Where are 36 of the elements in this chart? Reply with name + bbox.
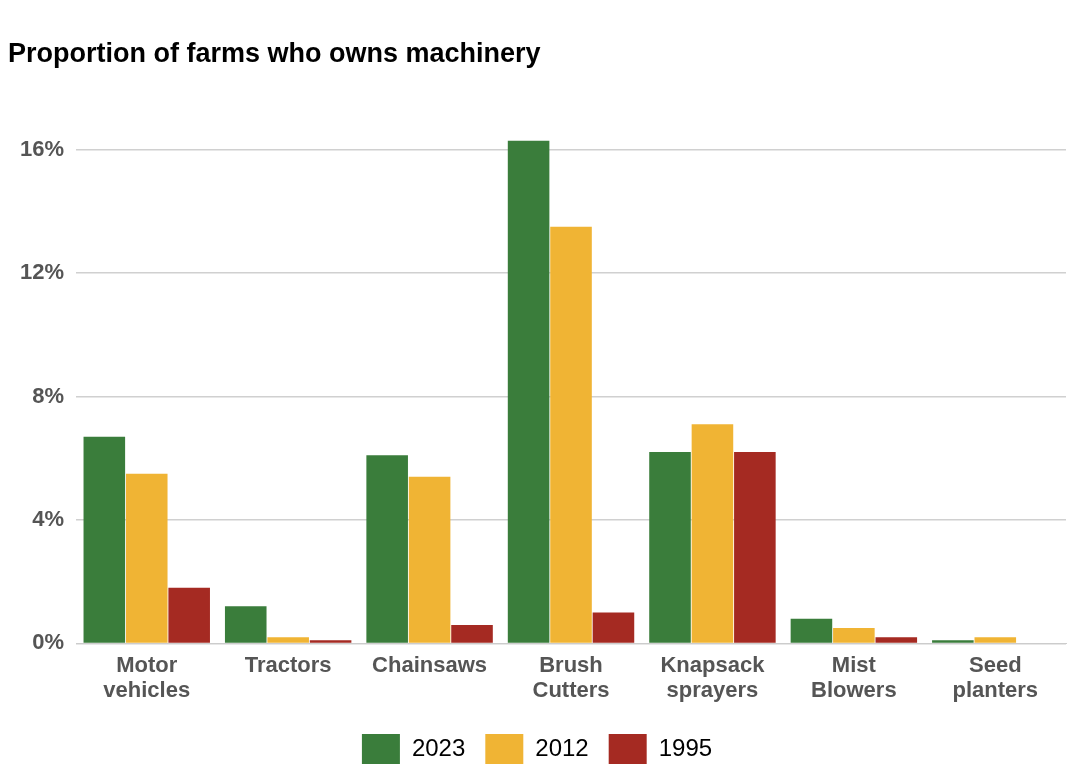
x-tick-label: Chainsaws bbox=[372, 652, 488, 678]
bar bbox=[267, 637, 309, 643]
x-tick-label: Mist Blowers bbox=[811, 652, 897, 703]
y-tick-label: 12% bbox=[19, 259, 65, 285]
bar bbox=[592, 612, 635, 643]
bar bbox=[833, 627, 875, 643]
bar bbox=[125, 473, 168, 643]
bar bbox=[451, 624, 493, 643]
bar bbox=[550, 226, 592, 643]
x-tick-label: Motor vehicles bbox=[103, 652, 191, 703]
legend-label: 2012 bbox=[535, 733, 589, 761]
bar bbox=[974, 637, 1017, 643]
bar bbox=[83, 436, 126, 643]
bar bbox=[691, 424, 734, 643]
x-tick-label: Tractors bbox=[244, 652, 332, 678]
bar bbox=[507, 140, 550, 643]
bar bbox=[649, 452, 691, 643]
y-tick-label: 0% bbox=[32, 629, 65, 655]
bar bbox=[875, 637, 918, 643]
bar bbox=[408, 476, 451, 643]
y-tick-label: 16% bbox=[19, 135, 65, 161]
y-tick-label: 8% bbox=[32, 382, 65, 408]
bar bbox=[224, 606, 267, 643]
bar bbox=[309, 640, 352, 643]
x-tick-label: Brush Cutters bbox=[532, 652, 610, 703]
legend-label: 2023 bbox=[411, 733, 466, 761]
bar bbox=[168, 587, 210, 643]
x-tick-label: Seed planters bbox=[952, 652, 1039, 703]
bar bbox=[366, 455, 408, 643]
x-tick-label: Knapsack sprayers bbox=[660, 652, 766, 703]
legend-label: 1995 bbox=[658, 733, 713, 761]
bar bbox=[734, 452, 776, 643]
bar bbox=[790, 618, 833, 643]
bar bbox=[932, 640, 974, 643]
chart-title: Proportion of farms who owns machinery bbox=[8, 37, 541, 68]
y-tick-label: 4% bbox=[32, 506, 65, 532]
